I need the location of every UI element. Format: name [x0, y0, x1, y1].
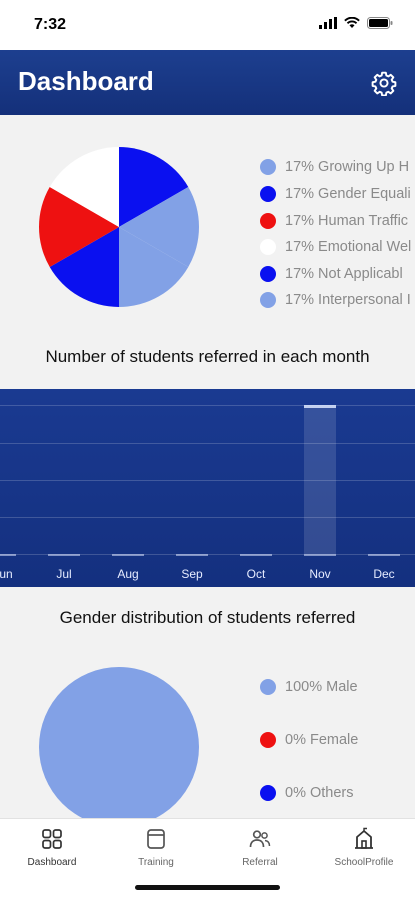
bar-baseline [176, 554, 208, 556]
legend-item: 17% Gender Equali [260, 184, 411, 204]
issues-pie-legend: 17% Growing Up H 17% Gender Equali 17% H… [260, 155, 415, 315]
pie-slice [39, 667, 199, 818]
gridline [0, 443, 415, 444]
gridline [0, 517, 415, 518]
month-label: Jun [0, 567, 13, 581]
legend-item: 17% Growing Up H [260, 157, 409, 177]
legend-item: 17% Human Traffic [260, 211, 408, 231]
legend-label: 0% Female [285, 732, 359, 748]
bar-baseline [240, 554, 272, 556]
dashboard-grid-icon [42, 829, 62, 849]
page-title: Dashboard [18, 66, 154, 96]
legend-item: 17% Interpersonal I [260, 290, 411, 310]
month-label: Nov [309, 567, 331, 581]
pie-slice [49, 227, 119, 307]
nav-label: Training [138, 857, 174, 868]
bar-baseline [112, 554, 144, 556]
battery-icon [367, 17, 393, 29]
dashboard-content[interactable]: 17% Growing Up H 17% Gender Equali 17% H… [0, 115, 415, 818]
pie-slice [119, 147, 189, 227]
nav-label: Referral [242, 857, 278, 868]
app-header: Dashboard [0, 50, 415, 115]
gridline [0, 480, 415, 481]
home-indicator [135, 885, 280, 890]
nav-item-dashboard[interactable]: Dashboard [2, 827, 102, 868]
nav-label: SchoolProfile [334, 857, 394, 868]
legend-dot [260, 186, 276, 202]
legend-item: 100% Male [260, 677, 358, 697]
legend-dot [260, 159, 276, 175]
bar-baseline [368, 554, 400, 556]
legend-dot [260, 785, 276, 801]
legend-label: 17% Growing Up H [285, 159, 410, 175]
legend-dot [260, 679, 276, 695]
legend-label: 17% Emotional Wel [285, 239, 412, 255]
bar[interactable] [304, 405, 336, 554]
month-label: Jul [56, 567, 72, 581]
training-book-icon [147, 829, 165, 849]
legend-dot [260, 292, 276, 308]
monthly-bar-chart: Jun Jul Aug Sep Oct Nov Dec [0, 389, 415, 587]
pie-slice [49, 147, 119, 227]
legend-label: 17% Interpersonal I [285, 292, 411, 308]
gender-pie-legend: 100% Male 0% Female 0% Others [260, 675, 415, 805]
gender-chart-title: Gender distribution of students referred [59, 608, 356, 627]
monthly-chart-title: Number of students referred in each mont… [45, 347, 370, 366]
month-label: Sep [181, 567, 203, 581]
month-label: Dec [373, 567, 395, 581]
issues-pie-chart [39, 147, 199, 307]
legend-label: 17% Not Applicabl [285, 266, 403, 282]
pie-slice [119, 187, 199, 267]
school-building-icon [355, 827, 373, 849]
legend-dot [260, 732, 276, 748]
status-time: 7:32 [34, 16, 67, 33]
nav-item-referral[interactable]: Referral [210, 827, 310, 868]
settings-gear-icon[interactable] [371, 70, 397, 96]
legend-item: 17% Emotional Wel [260, 237, 411, 257]
legend-label: 100% Male [285, 679, 358, 695]
signal-icon [319, 17, 337, 29]
legend-dot [260, 239, 276, 255]
month-label: Oct [246, 567, 266, 581]
bar-baseline [0, 554, 16, 556]
legend-item: 17% Not Applicabl [260, 264, 403, 284]
gender-pie-chart [39, 667, 199, 818]
referral-people-icon [249, 830, 271, 848]
bar-baseline [48, 554, 80, 556]
legend-dot [260, 213, 276, 229]
legend-label: 17% Human Traffic [285, 213, 409, 229]
legend-item: 0% Others [260, 783, 354, 803]
bar-baseline [304, 554, 336, 556]
status-icons [319, 17, 393, 29]
month-label: Aug [117, 567, 139, 581]
gridline [0, 405, 415, 406]
bar-cap [304, 405, 336, 408]
status-bar: 7:32 [0, 0, 415, 50]
nav-item-training[interactable]: Training [106, 827, 206, 868]
wifi-icon [344, 17, 360, 28]
pie-slice [119, 227, 189, 307]
nav-item-school-profile[interactable]: SchoolProfile [314, 827, 414, 868]
legend-item: 0% Female [260, 730, 358, 750]
nav-label: Dashboard [27, 857, 77, 868]
legend-label: 17% Gender Equali [285, 186, 411, 202]
legend-label: 0% Others [285, 785, 354, 801]
pie-slice [39, 187, 119, 267]
legend-dot [260, 266, 276, 282]
